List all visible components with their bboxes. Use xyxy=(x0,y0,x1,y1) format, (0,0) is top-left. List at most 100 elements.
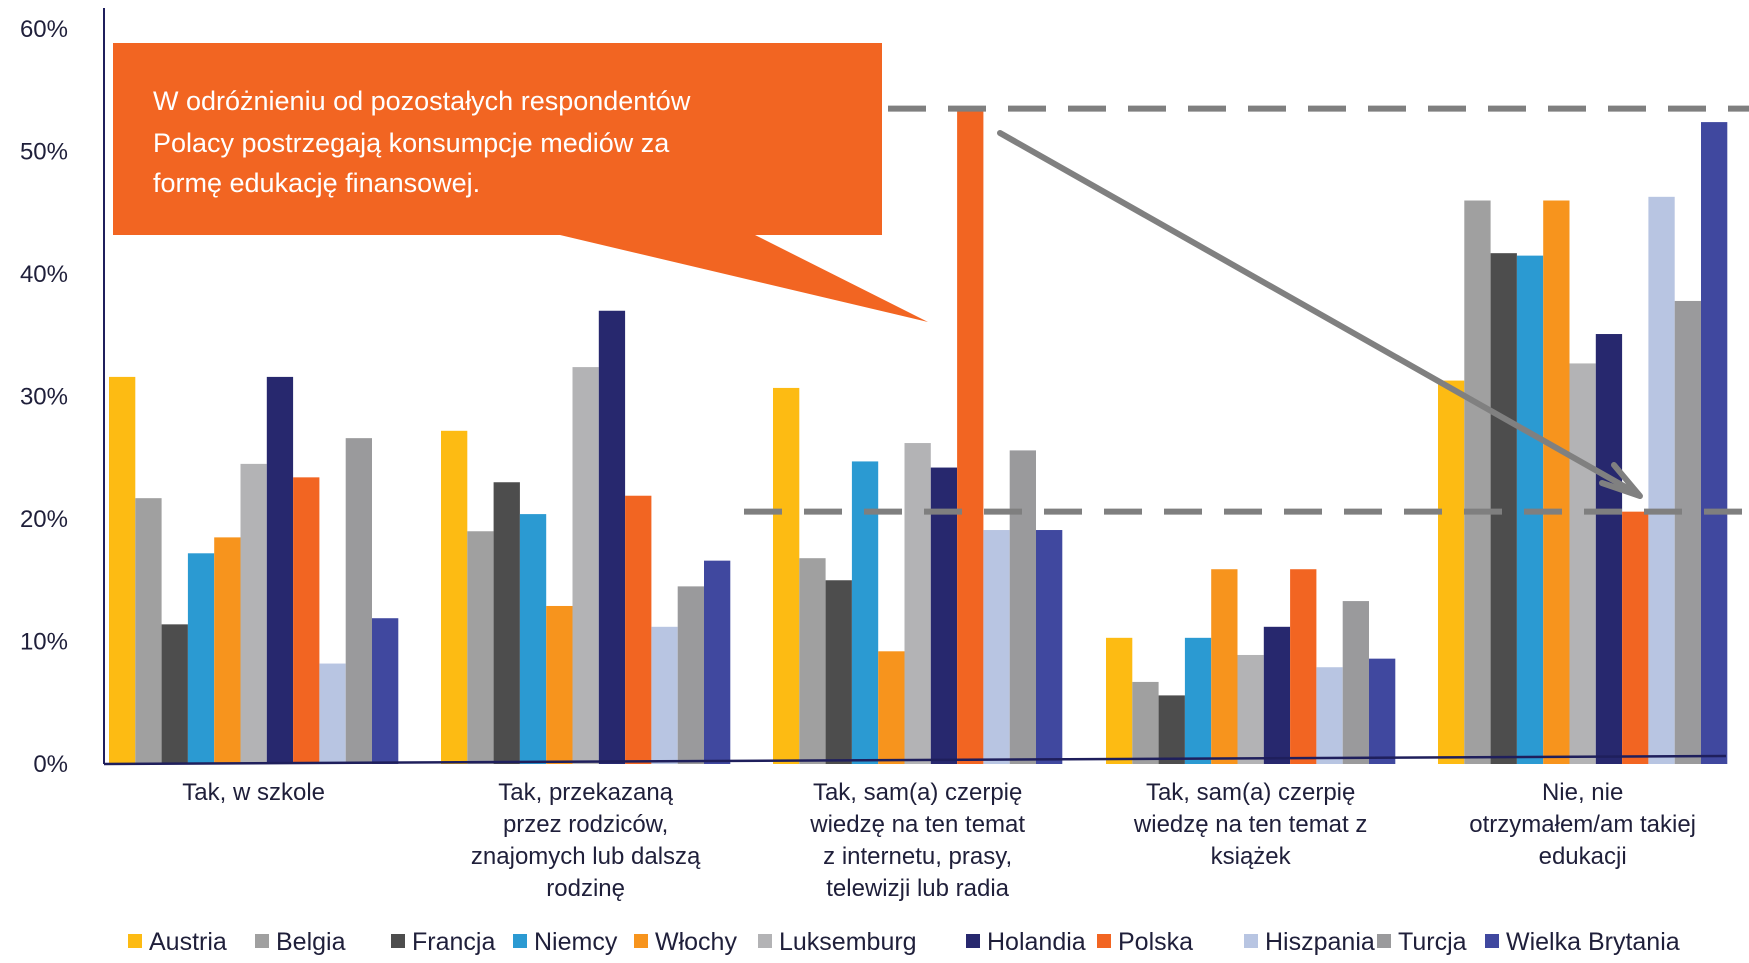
y-tick-labels: 0% 10% 20% 30% 40% 50% 60% xyxy=(20,16,68,778)
bar xyxy=(345,438,372,764)
category-label: Tak, w szkole xyxy=(182,779,325,806)
legend-swatch xyxy=(1244,934,1258,948)
category-label: Tak, sam(a) czerpię xyxy=(813,779,1022,806)
category-label: z internetu, prasy, xyxy=(823,843,1012,870)
bar xyxy=(519,514,547,764)
bar xyxy=(572,367,599,764)
bar xyxy=(983,530,1010,764)
bar xyxy=(677,586,704,764)
bar xyxy=(1490,253,1517,765)
callout-line-2: Polacy postrzegają konsumpcje mediów za xyxy=(153,128,670,158)
callout-box: W odróżnieniu od pozostałych respondentó… xyxy=(113,43,928,322)
bar xyxy=(109,376,136,764)
bar xyxy=(773,387,800,764)
callout-text: W odróżnieniu od pozostałych respondentó… xyxy=(153,86,698,198)
arrow-shaft xyxy=(997,130,1639,496)
legend-label: Luksemburg xyxy=(779,928,917,956)
category-label: wiedzę na ten temat xyxy=(809,811,1025,838)
category-label: wiedzę na ten temat z xyxy=(1133,811,1367,838)
bar xyxy=(1158,695,1185,764)
legend-label: Francja xyxy=(412,928,495,956)
bar xyxy=(266,376,294,764)
bar xyxy=(546,605,573,764)
bar xyxy=(1674,300,1701,764)
y-tick-label: 40% xyxy=(20,261,68,288)
legend-swatch xyxy=(1097,934,1111,948)
legend-label: Austria xyxy=(149,928,227,956)
bar xyxy=(904,443,931,764)
legend-swatch xyxy=(128,934,142,948)
bar xyxy=(1009,450,1036,764)
bar xyxy=(1316,667,1343,764)
legend-swatch xyxy=(1377,934,1391,948)
legend-swatch xyxy=(634,934,648,948)
bar xyxy=(1263,626,1291,764)
category-label: rodzinę xyxy=(546,875,625,902)
callout-line-3: formę edukację finansowej. xyxy=(153,168,480,198)
bar xyxy=(1438,380,1465,764)
bar xyxy=(135,498,162,764)
bar xyxy=(704,560,731,764)
bar xyxy=(1464,200,1491,764)
category-labels: Tak, w szkole Tak, przekazaną przez rodzic… xyxy=(182,779,1696,902)
legend-swatch xyxy=(758,934,772,948)
legend-label: Holandia xyxy=(987,928,1086,956)
bar xyxy=(161,624,188,764)
y-tick-label: 50% xyxy=(20,139,68,166)
arrow-annotation xyxy=(997,130,1643,499)
bar xyxy=(1290,569,1317,764)
legend-swatch xyxy=(255,934,269,948)
legend-swatch xyxy=(513,934,527,948)
bar xyxy=(598,310,626,764)
legend-label: Polska xyxy=(1118,928,1193,956)
bar xyxy=(1369,658,1396,764)
bar xyxy=(319,663,346,764)
bar xyxy=(187,553,215,764)
bar xyxy=(1701,122,1728,765)
category-label: przez rodziców, xyxy=(503,811,668,838)
legend-swatch xyxy=(1485,934,1499,948)
legend-label: Turcja xyxy=(1398,928,1467,956)
bar xyxy=(1569,363,1596,764)
bar xyxy=(1342,601,1369,764)
bar xyxy=(1132,681,1159,764)
legend-label: Wielka Brytania xyxy=(1506,928,1680,956)
y-tick-label: 0% xyxy=(33,751,68,778)
callout-shape xyxy=(113,43,928,322)
bar xyxy=(293,477,320,764)
legend-swatch xyxy=(966,934,980,948)
category-label: otrzymałem/am takiej xyxy=(1469,811,1696,838)
legend-label: Hiszpania xyxy=(1265,928,1375,956)
y-tick-label: 20% xyxy=(20,506,68,533)
bar xyxy=(441,430,468,764)
bar xyxy=(878,651,905,764)
legend-label: Włochy xyxy=(655,928,737,956)
bar xyxy=(493,482,520,764)
y-tick-label: 30% xyxy=(20,384,68,411)
y-tick-label: 10% xyxy=(20,629,68,656)
bar xyxy=(1184,637,1212,764)
category-label: książek xyxy=(1211,843,1292,870)
bar xyxy=(214,537,241,764)
arrow-head xyxy=(1599,462,1643,499)
category-label: telewizji lub radia xyxy=(826,875,1009,902)
legend-label: Niemcy xyxy=(534,928,618,956)
legend-swatch xyxy=(391,934,405,948)
bar xyxy=(372,618,399,764)
x-axis-line xyxy=(103,754,1727,766)
bar xyxy=(1595,334,1623,764)
bar-series-group xyxy=(109,108,1728,765)
category-label: znajomych lub dalszą xyxy=(471,843,701,870)
bar xyxy=(1106,637,1133,764)
callout-line-1: W odróżnieniu od pozostałych respondentó… xyxy=(153,86,691,116)
bar xyxy=(1648,196,1675,764)
bar xyxy=(240,463,267,764)
bar xyxy=(1622,511,1649,764)
reference-lines xyxy=(744,105,1749,515)
bar xyxy=(651,626,678,764)
bar xyxy=(957,108,984,764)
category-label: edukacji xyxy=(1539,843,1627,870)
category-label: Tak, sam(a) czerpię xyxy=(1146,779,1355,806)
bar xyxy=(825,580,852,764)
